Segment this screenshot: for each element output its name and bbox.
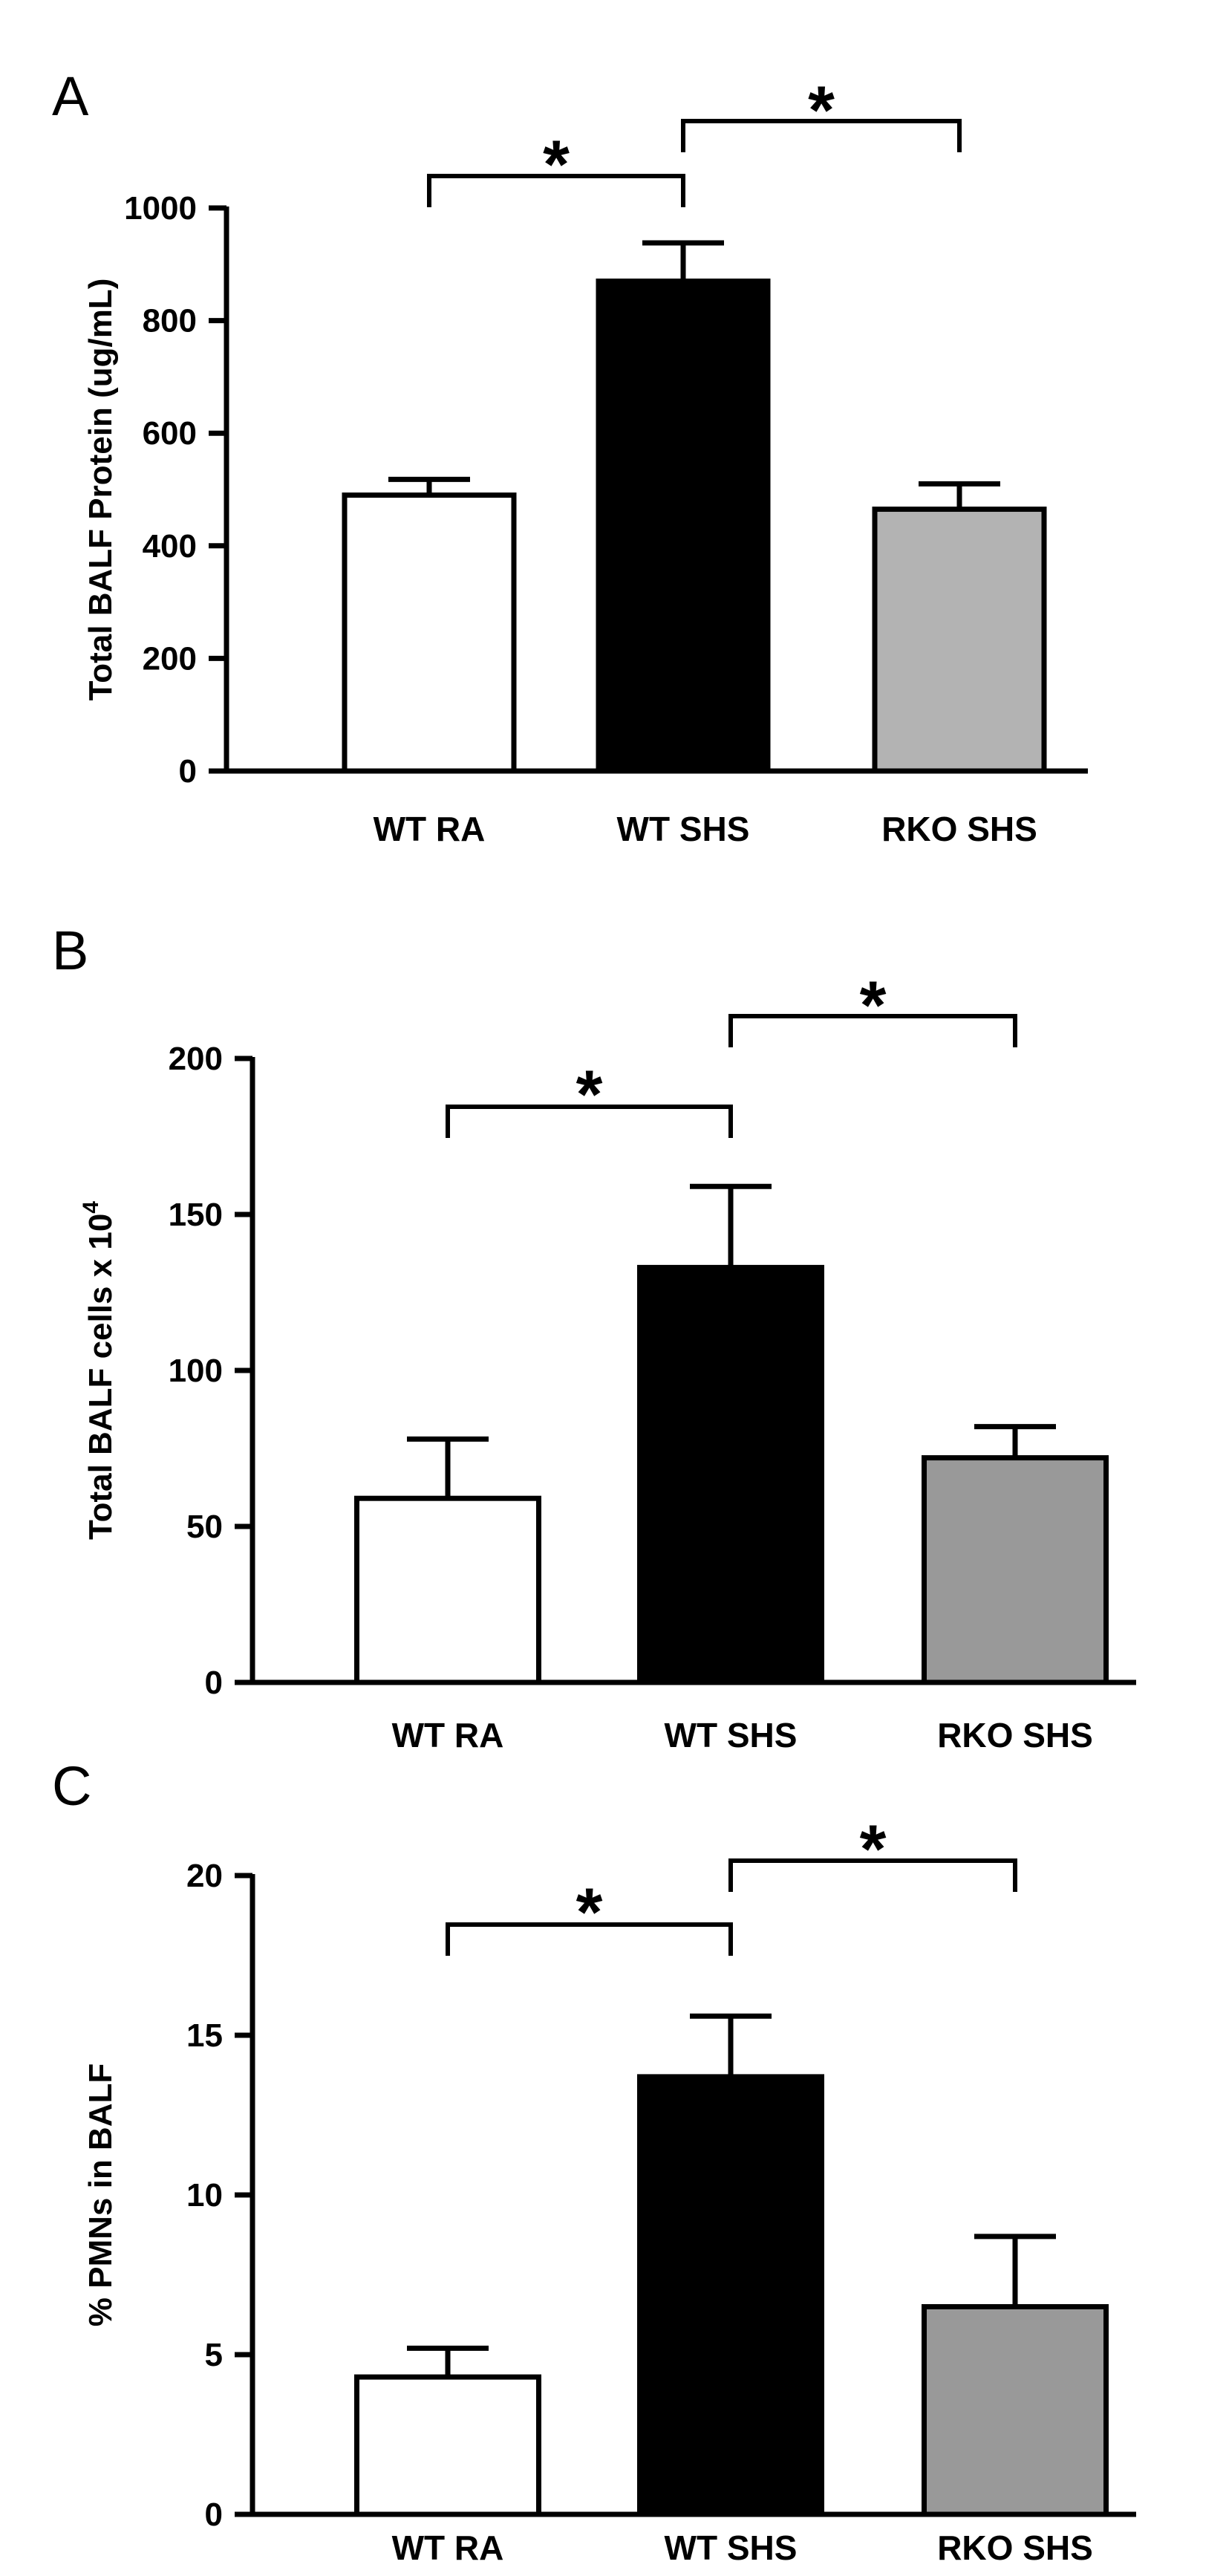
panel-b-y-tick-label: 200: [169, 1041, 223, 1077]
panel-a-y-tick-label: 400: [143, 528, 197, 565]
panel-a-significance-star-0: *: [543, 127, 570, 203]
panel-a-bar-1: [596, 279, 771, 774]
panel-c-bar-2: [922, 2304, 1109, 2517]
panel-b-category-label-2: RKO SHS: [937, 1716, 1093, 1754]
panel-a-significance-bracket-1: [681, 119, 962, 152]
panel-c-letter: C: [52, 1755, 91, 1817]
panel-a-y-tick-label: 600: [143, 415, 197, 452]
panel-a-category-label-2: RKO SHS: [881, 810, 1037, 848]
panel-a-bar-2: [872, 507, 1047, 774]
panel-c-significance-star-1: *: [860, 1812, 887, 1887]
panel-b-letter: B: [52, 920, 88, 981]
panel-b-y-axis-title: Total BALF cells x 104: [79, 1201, 119, 1540]
panel-c: C 0 5 10 15 20 % PMNs in BALF WT RA WT SHS RKO S…: [52, 1755, 1136, 2567]
panel-b-bar-2: [922, 1455, 1109, 1685]
panel-a-category-label-1: WT SHS: [617, 810, 750, 848]
panel-c-y-tick-label: 20: [186, 1858, 223, 1894]
panel-a-y-tick-label: 0: [179, 753, 197, 790]
panel-b-significance-star-1: *: [860, 968, 887, 1044]
panel-b: B 0 50 100 150 200 Total BALF cells x 104 WT R…: [52, 920, 1136, 1754]
panel-a-significance-bracket-0: [427, 174, 685, 207]
panel-c-significance-bracket-0: [446, 1922, 733, 1956]
panel-c-category-label-0: WT RA: [392, 2528, 504, 2567]
panel-c-y-tick-label: 5: [205, 2337, 223, 2373]
panel-a-y-tick-label: 1000: [124, 190, 197, 227]
panel-c-y-tick-label: 10: [186, 2177, 223, 2214]
panel-a: A 0 200 400 600 800 1000 Total BALF Protein (u…: [52, 65, 1088, 848]
panel-b-bar-0: [354, 1495, 541, 1685]
panel-b-category-label-0: WT RA: [392, 1716, 504, 1754]
panel-a-category-label-0: WT RA: [374, 810, 486, 848]
panel-c-y-tick-label: 15: [186, 2017, 223, 2054]
panel-c-significance-star-0: *: [576, 1875, 603, 1951]
panel-a-y-axis-title: Total BALF Protein (ug/mL): [82, 279, 119, 701]
panel-b-y-tick-label: 150: [169, 1197, 223, 1233]
panel-b-significance-star-0: *: [576, 1057, 603, 1133]
panel-c-significance-bracket-1: [728, 1858, 1017, 1892]
panel-c-y-tick-label: 0: [205, 2497, 223, 2533]
panel-c-category-label-1: WT SHS: [665, 2528, 798, 2567]
panel-b-y-tick-label: 100: [169, 1353, 223, 1389]
panel-c-category-label-2: RKO SHS: [937, 2528, 1093, 2567]
panel-b-y-tick-label: 50: [186, 1509, 223, 1545]
panel-a-y-tick-label: 800: [143, 303, 197, 339]
panel-b-category-label-1: WT SHS: [665, 1716, 798, 1754]
panel-c-bar-1: [637, 2074, 824, 2517]
panel-c-bar-0: [354, 2374, 541, 2517]
panel-a-y-tick-label: 200: [143, 640, 197, 677]
panel-b-bar-1: [637, 1264, 824, 1685]
panel-b-y-axis-title-superscript: 4: [79, 1201, 103, 1214]
panel-c-y-axis-title: % PMNs in BALF: [82, 2063, 119, 2326]
panel-a-letter: A: [52, 65, 89, 127]
panel-a-bar-0: [342, 492, 517, 774]
panel-b-y-tick-label: 0: [205, 1665, 223, 1701]
panel-b-significance-bracket-0: [446, 1105, 733, 1138]
panel-a-significance-star-1: *: [808, 73, 835, 149]
panel-b-significance-bracket-1: [728, 1014, 1017, 1047]
